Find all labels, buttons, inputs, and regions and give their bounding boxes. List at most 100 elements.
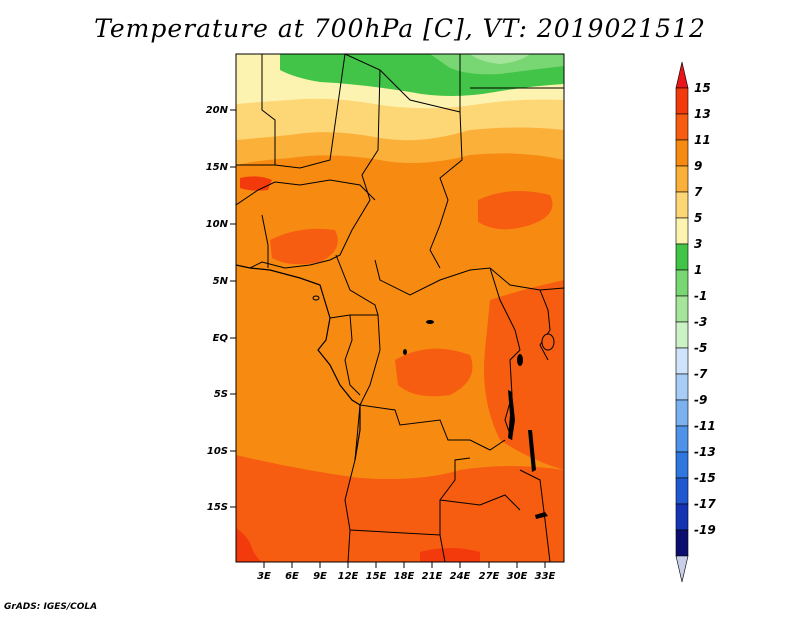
border-car xyxy=(374,259,564,296)
colorbar-swatch xyxy=(675,139,689,167)
colorbar-swatch xyxy=(675,87,689,115)
border-west-sahara xyxy=(236,54,276,166)
lon-label: 18E xyxy=(394,571,415,582)
border-south-sudan xyxy=(489,267,521,351)
field-13-15-sw xyxy=(236,528,262,562)
lon-label: 27E xyxy=(479,571,500,582)
map-frame xyxy=(235,53,565,563)
colorbar-swatch xyxy=(675,529,689,557)
chart-title: Temperature at 700hPa [C], VT: 201902151… xyxy=(94,14,706,43)
colorbar-label: 1 xyxy=(694,263,702,277)
colorbar-swatch xyxy=(675,373,689,401)
colorbar-swatch xyxy=(675,347,689,375)
lake-tanganyika xyxy=(508,390,515,440)
lat-label: 15S xyxy=(207,502,228,513)
colorbar-label: -17 xyxy=(694,497,716,511)
colorbar-label: 11 xyxy=(694,133,711,147)
lat-label: EQ xyxy=(213,333,229,344)
colorbar-cap-bottom xyxy=(675,555,689,583)
colorbar-swatch xyxy=(675,243,689,271)
lake-kariba xyxy=(535,512,548,519)
colorbar-label: -5 xyxy=(694,341,707,355)
border-chad-sudan xyxy=(429,111,463,251)
colorbar-label: -15 xyxy=(694,471,716,485)
lat-label: 5N xyxy=(213,276,229,287)
lon-label: 12E xyxy=(338,571,359,582)
colorbar-cap-top xyxy=(675,61,689,89)
lon-label: 6E xyxy=(285,571,299,582)
colorbar-label: 3 xyxy=(694,237,702,251)
field-13-15-wa xyxy=(240,176,272,191)
colorbar-swatch xyxy=(675,503,689,531)
colorbar-swatch xyxy=(675,165,689,193)
field-11-13-south xyxy=(236,455,564,562)
colorbar-label: 5 xyxy=(694,211,702,225)
border-cameroon xyxy=(329,254,379,319)
lon-label: 9E xyxy=(313,571,327,582)
longitude-axis: 3E 6E 9E 12E 15E 18E 21E 24E 27E 30E 33E xyxy=(257,562,556,582)
field-neg1-1 xyxy=(430,54,564,75)
lon-label: 15E xyxy=(366,571,387,582)
colorbar-swatch xyxy=(675,477,689,505)
border-libya xyxy=(344,54,461,113)
lat-label: 10N xyxy=(206,219,229,230)
colorbar-label: 9 xyxy=(694,159,702,173)
colorbar-swatch xyxy=(675,269,689,297)
border-nigeria-niger xyxy=(236,179,376,206)
lon-label: 24E xyxy=(450,571,471,582)
temperature-field xyxy=(236,54,564,562)
field-11-13-west xyxy=(270,228,338,265)
lake-volta xyxy=(312,295,320,301)
colorbar-label: 7 xyxy=(694,185,703,199)
colorbar-swatch xyxy=(675,425,689,453)
field-13-15-s xyxy=(420,548,480,562)
colorbar-label: -13 xyxy=(694,445,716,459)
colorbar-label: 15 xyxy=(694,81,711,95)
colorbar-swatch xyxy=(675,191,689,219)
lon-label: 30E xyxy=(507,571,528,582)
border-zambia-south xyxy=(439,494,521,511)
border-benin xyxy=(261,214,269,268)
lake-albert xyxy=(517,354,523,366)
lakes xyxy=(312,295,555,519)
lake-congo-1 xyxy=(426,320,434,324)
latitude-axis: 20N 15N 10N 5N EQ 5S 10S 15S xyxy=(206,105,236,513)
colorbar: 15 13 11 9 7 5 3 1 -1 -3 -5 -7 -9 -11 -13 -15 -17 -19 xyxy=(675,61,716,583)
colorbar-swatch xyxy=(675,321,689,349)
colorbar-label: -11 xyxy=(694,419,716,433)
colorbar-swatch xyxy=(675,451,689,479)
lake-congo-2 xyxy=(403,349,407,355)
colorbar-label: -3 xyxy=(694,315,707,329)
border-uganda xyxy=(539,289,551,361)
lat-label: 5S xyxy=(214,389,228,400)
colorbar-label: -7 xyxy=(694,367,708,381)
colorbar-swatch xyxy=(675,217,689,245)
border-drc-south xyxy=(359,314,506,451)
colorbar-swatch xyxy=(675,399,689,427)
colorbar-label: 13 xyxy=(694,107,711,121)
border-chad-west xyxy=(249,69,381,269)
credit-text: GrADS: IGES/COLA xyxy=(4,602,98,612)
colorbar-label: -19 xyxy=(694,523,716,537)
border-botswana xyxy=(439,534,446,562)
lat-label: 15N xyxy=(206,162,229,173)
border-namibia xyxy=(347,529,351,562)
border-mozambique xyxy=(519,469,551,562)
border-car-sudan xyxy=(429,249,441,269)
lon-label: 33E xyxy=(535,571,556,582)
border-niger-algeria xyxy=(274,54,346,169)
field-neg3-neg1 xyxy=(470,54,530,64)
colorbar-label: -1 xyxy=(694,289,707,303)
lon-label: 21E xyxy=(422,571,443,582)
lon-label: 3E xyxy=(257,571,271,582)
country-borders xyxy=(236,54,564,562)
lat-label: 10S xyxy=(207,446,228,457)
field-11-13-east xyxy=(484,280,564,470)
border-gabon-congo xyxy=(344,314,361,396)
colorbar-swatch xyxy=(675,113,689,141)
lake-victoria xyxy=(541,333,555,351)
lat-label: 20N xyxy=(206,105,229,116)
lake-malawi xyxy=(528,430,536,472)
colorbar-swatch xyxy=(675,295,689,323)
